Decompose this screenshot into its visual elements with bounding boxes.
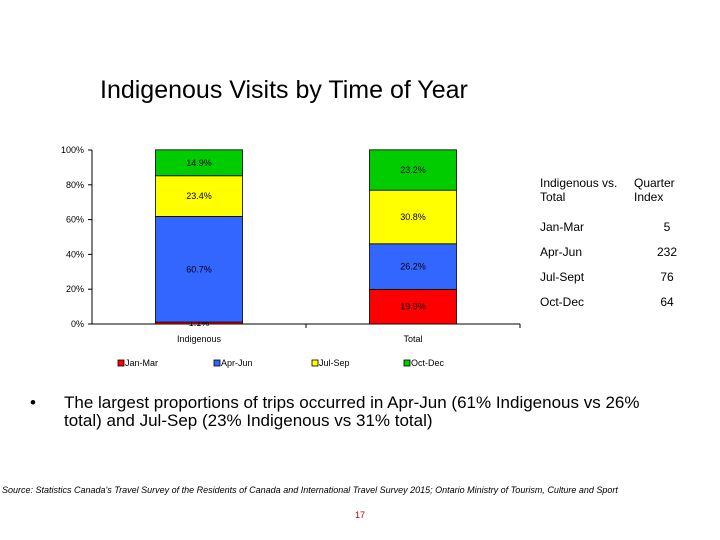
index-row-value: 64	[660, 294, 674, 309]
legend-label: Jul-Sep	[319, 358, 350, 368]
index-col-header-quarter-index: Quarter Index	[634, 176, 675, 204]
data-label: 14.9%	[186, 158, 212, 168]
legend-swatch	[311, 359, 319, 367]
index-row-label: Jul-Sept	[540, 269, 585, 284]
index-row: Apr-Jun 232	[534, 239, 694, 264]
quarter-index-table: Indigenous vs. Total Quarter Index Jan-M…	[534, 172, 694, 314]
bar-segment	[155, 175, 243, 217]
index-row: Jul-Sept 76	[534, 264, 694, 289]
data-label: 30.8%	[400, 212, 426, 222]
x-category-label: Indigenous	[177, 334, 222, 344]
y-tick-label: 80%	[66, 180, 84, 190]
y-tick-label: 100%	[61, 145, 84, 155]
index-row-value: 5	[663, 219, 671, 234]
bar-segment	[369, 149, 457, 191]
index-row-label: Jan-Mar	[540, 219, 585, 234]
index-row: Jan-Mar 5	[534, 214, 694, 239]
data-label: 19.9%	[400, 302, 426, 312]
legend-label: Oct-Dec	[411, 358, 445, 368]
bar-segment	[155, 216, 243, 323]
y-tick-label: 20%	[66, 284, 84, 294]
legend-swatch	[117, 359, 125, 367]
data-label: 23.2%	[400, 165, 426, 175]
legend-swatch	[403, 359, 411, 367]
index-row-label: Apr-Jun	[540, 244, 583, 259]
index-table-header: Indigenous vs. Total Quarter Index	[534, 172, 694, 214]
bar-segment	[155, 149, 243, 177]
index-row: Oct-Dec 64	[534, 289, 694, 314]
legend-label: Jan-Mar	[125, 358, 158, 368]
x-category-label: Total	[403, 334, 422, 344]
page-number: 17	[355, 510, 366, 520]
index-row-label: Oct-Dec	[540, 294, 585, 309]
key-finding-text: The largest proportions of trips occurre…	[64, 393, 640, 430]
legend-swatch	[213, 359, 221, 367]
chart-title: Indigenous Visits by Time of Year	[100, 76, 468, 104]
bar-segment	[369, 243, 457, 290]
bullet-point: •	[30, 393, 36, 412]
data-label: 23.4%	[186, 191, 212, 201]
y-tick-label: 40%	[66, 249, 84, 259]
bar-segment	[369, 288, 457, 325]
y-tick-label: 0%	[71, 319, 84, 329]
data-label: 1.1%	[189, 318, 210, 328]
data-label: 60.7%	[186, 264, 212, 274]
source-note: Source: Statistics Canada's Travel Surve…	[2, 485, 618, 495]
data-label: 26.2%	[400, 262, 426, 272]
stacked-bar-chart: 0% 20% 40% 60% 80% 100% Indigenous 1.1% 60.7% 23.…	[61, 145, 521, 368]
index-col-header-comparison: Indigenous vs. Total	[540, 176, 618, 204]
index-row-value: 232	[656, 244, 678, 259]
index-row-value: 76	[660, 269, 674, 284]
y-tick-label: 60%	[66, 215, 84, 225]
legend-label: Apr-Jun	[221, 358, 253, 368]
